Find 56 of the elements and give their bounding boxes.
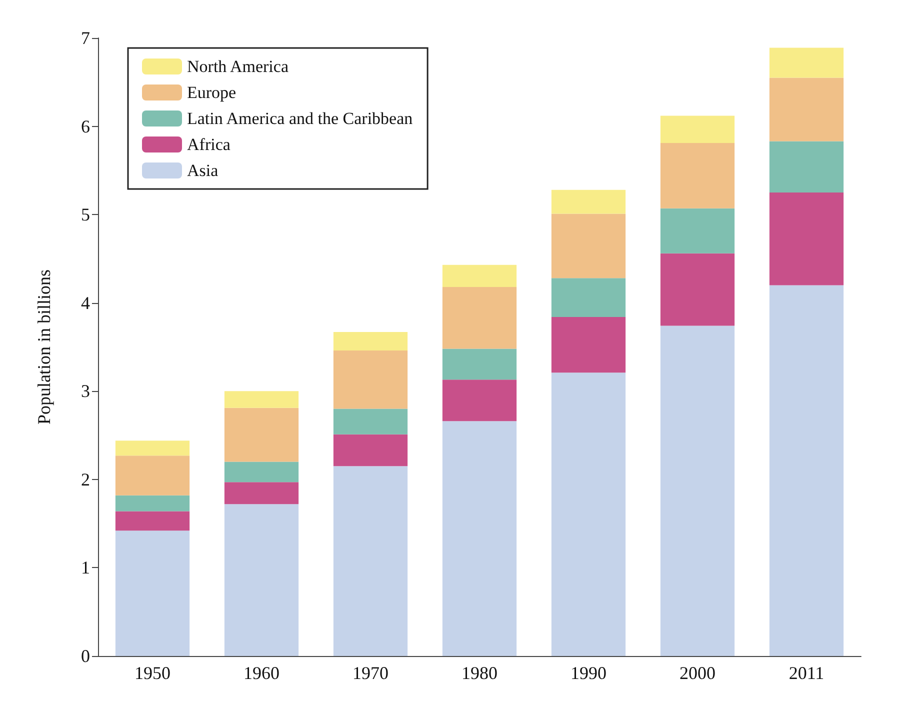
bar: [660, 253, 735, 326]
x-tick-label: 1980: [462, 663, 498, 683]
bar: [660, 208, 735, 254]
bar: [551, 278, 626, 317]
bar: [660, 326, 735, 656]
bar: [333, 332, 408, 351]
y-tick-label: 2: [81, 469, 90, 490]
bar: [769, 48, 844, 78]
bar: [333, 408, 408, 434]
bar: [551, 372, 626, 656]
y-tick-label: 5: [81, 204, 90, 225]
bar: [551, 316, 626, 373]
bar: [333, 434, 408, 466]
bar: [660, 143, 735, 208]
x-tick-label: 1990: [570, 663, 606, 683]
bar: [769, 285, 844, 656]
y-tick-label: 1: [81, 558, 90, 578]
legend-label: Europe: [187, 83, 236, 102]
bar: [442, 286, 517, 349]
x-tick-label: 2000: [680, 663, 716, 683]
bar: [115, 456, 190, 496]
x-tick-label: 1970: [352, 663, 388, 683]
bar: [769, 141, 844, 192]
legend-label: North America: [187, 57, 289, 76]
bar: [442, 348, 517, 380]
bar: [769, 192, 844, 286]
y-tick-label: 3: [81, 381, 90, 402]
bar: [551, 214, 626, 278]
x-tick-label: 2011: [788, 663, 824, 683]
bar: [660, 116, 735, 144]
bar: [115, 440, 190, 456]
bar: [115, 495, 190, 512]
bar: [442, 380, 517, 422]
legend-label: Africa: [187, 135, 231, 154]
bar: [442, 264, 517, 287]
y-tick-label: 6: [81, 116, 90, 136]
bar: [115, 530, 190, 656]
x-tick-label: 1960: [244, 663, 280, 683]
y-tick-label: 0: [81, 646, 90, 666]
y-tick-label: 4: [81, 292, 90, 313]
bar: [333, 350, 408, 409]
bar: [224, 462, 299, 482]
bar: [224, 482, 299, 504]
bar: [442, 421, 517, 656]
y-tick-label: 7: [81, 28, 90, 48]
bar: [551, 190, 626, 214]
y-axis-title: Population in billions: [34, 269, 54, 425]
bar: [224, 504, 299, 656]
legend-label: Asia: [187, 161, 219, 180]
bar: [769, 78, 844, 142]
bar: [333, 466, 408, 656]
legend-label: Latin America and the Caribbean: [187, 109, 414, 128]
bar: [224, 391, 299, 408]
bar: [224, 408, 299, 462]
x-tick-label: 1950: [134, 663, 170, 683]
bar: [115, 511, 190, 531]
